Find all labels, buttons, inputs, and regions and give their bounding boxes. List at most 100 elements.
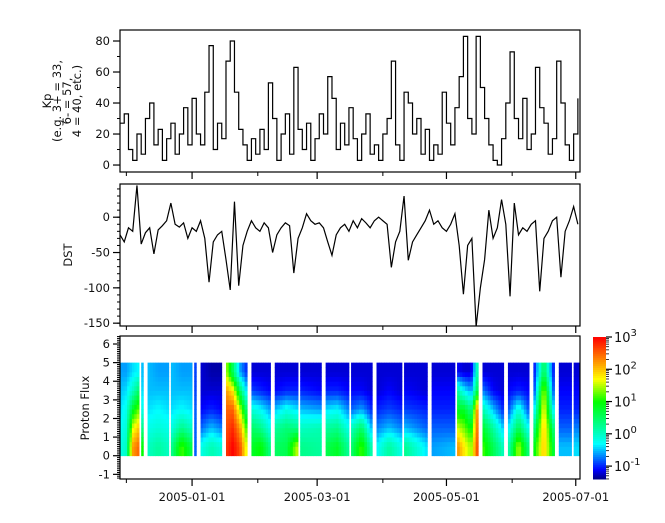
spectrogram-cell (239, 395, 243, 401)
spectrogram-cell (343, 409, 347, 415)
spectrogram-cell (467, 409, 471, 415)
spectrogram-cell (419, 409, 423, 415)
spectrogram-cell (386, 413, 390, 419)
spectrogram-cell (526, 446, 530, 452)
spectrogram-cell (181, 404, 185, 410)
spectrogram-cell (424, 399, 428, 405)
spectrogram-cell (482, 446, 486, 452)
spectrogram-cell (282, 413, 286, 419)
spectrogram-cell (409, 437, 413, 443)
spectrogram-cell (434, 395, 438, 401)
spectrogram-cell (386, 437, 390, 443)
spectrogram-cell (268, 399, 271, 405)
spectrogram-cell (244, 371, 248, 377)
spectrogram-cell (568, 413, 572, 419)
spectrogram-cell (573, 423, 577, 429)
spectrogram-cell (225, 385, 230, 391)
spectrogram-cell (173, 409, 177, 415)
spectrogram-cell (120, 427, 123, 433)
spectrogram-cell (568, 385, 572, 391)
spectrogram-cell (513, 441, 517, 447)
spectrogram-cell (389, 418, 393, 424)
spectrogram-cell (308, 362, 312, 368)
spectrogram-cell (285, 381, 289, 387)
spectrogram-cell (233, 427, 237, 433)
spectrogram-cell (444, 432, 448, 438)
spectrogram-cell (239, 423, 243, 429)
spectrogram-cell (449, 385, 453, 391)
spectrogram-cell (256, 427, 259, 433)
spectrogram-cell (134, 441, 138, 447)
spectrogram-cell (282, 441, 286, 447)
spectrogram-cell (265, 404, 269, 410)
spectrogram-cell (396, 418, 400, 424)
spectrogram-cell (493, 446, 497, 452)
spectrogram-cell (575, 413, 579, 419)
spectrogram-cell (384, 437, 388, 443)
spectrogram-cell (228, 418, 232, 424)
spectrogram-cell (152, 427, 156, 433)
spectrogram-cell (335, 432, 339, 438)
colorbar-swatch (593, 349, 606, 352)
spectrogram-cell (203, 395, 207, 401)
spectrogram-cell (487, 399, 491, 405)
spectrogram-cell (515, 381, 519, 387)
spectrogram-cell (333, 399, 337, 405)
colorbar-swatch (593, 343, 606, 346)
spectrogram-cell (513, 437, 517, 443)
spectrogram-cell (561, 381, 565, 387)
spectrogram-cell (258, 423, 262, 429)
spectrogram-cell (274, 381, 278, 387)
spectrogram-cell (447, 441, 451, 447)
spectrogram-cell (333, 409, 337, 415)
spectrogram-cell (318, 390, 322, 396)
spectrogram-cell (251, 362, 255, 368)
spectrogram-cell (241, 385, 245, 391)
spectrogram-cell (501, 423, 505, 429)
spectrogram-cell (465, 367, 469, 373)
spectrogram-cell (150, 371, 154, 377)
colorbar-swatch (593, 405, 606, 409)
spectrogram-cell (391, 371, 395, 377)
spectrogram-cell (551, 399, 555, 405)
spectrogram-cell (526, 362, 530, 368)
spectrogram-cell (131, 446, 135, 452)
spectrogram-cell (181, 437, 185, 443)
spectrogram-cell (268, 413, 271, 419)
spectrogram-cell (285, 390, 289, 396)
spectrogram-cell (575, 404, 579, 410)
spectrogram-cell (536, 427, 540, 433)
spectrogram-cell (292, 399, 296, 405)
spectrogram-cell (449, 395, 453, 401)
spectrogram-cell (170, 371, 174, 377)
spectrogram-cell (335, 362, 339, 368)
spectrogram-cell (134, 418, 138, 424)
spectrogram-cell (487, 381, 491, 387)
spectrogram-cell (394, 381, 398, 387)
spectrogram-cell (136, 409, 140, 415)
spectrogram-cell (265, 367, 269, 373)
spectrogram-cell (561, 427, 565, 433)
spectrogram-cell (184, 451, 188, 457)
spectrogram-cell (163, 390, 167, 396)
spectrogram-cell (419, 437, 423, 443)
colorbar-swatch (593, 458, 606, 462)
spectrogram-cell (189, 451, 193, 457)
spectrogram-cell (369, 362, 373, 368)
spectrogram-cell (518, 395, 522, 401)
spectrogram-cell (205, 437, 209, 443)
spectrogram-cell (155, 451, 159, 457)
spectrogram-cell (462, 362, 466, 368)
spectrogram-cell (501, 385, 505, 391)
spectrogram-cell (200, 409, 204, 415)
spectrogram-cell (341, 446, 345, 452)
colorbar-swatch (593, 387, 606, 391)
spectrogram-cell (158, 451, 162, 457)
spectrogram-cell (526, 376, 530, 382)
spectrogram-cell (277, 446, 281, 452)
spectrogram-cell (551, 390, 555, 396)
spectrogram-cell (181, 423, 185, 429)
spectrogram-cell (152, 371, 156, 377)
spectrogram-cell (406, 376, 410, 382)
spectrogram-cell (462, 423, 466, 429)
